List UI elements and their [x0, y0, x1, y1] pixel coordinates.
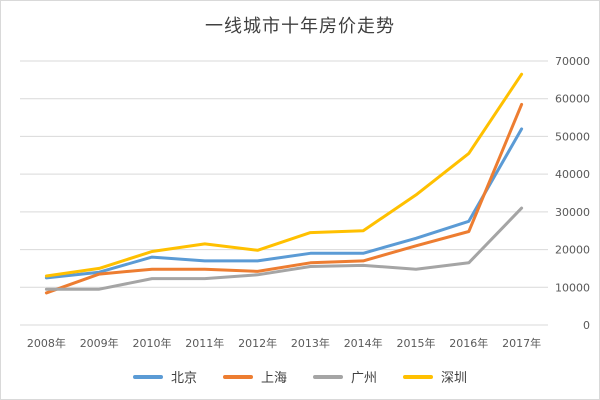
x-tick-label: 2009年 [80, 336, 119, 350]
legend-swatch [313, 374, 343, 379]
x-tick-label: 2015年 [397, 336, 436, 350]
legend-swatch [403, 374, 434, 379]
y-tick-label: 30000 [555, 206, 590, 219]
legend-label: 上海 [260, 371, 287, 386]
legend-item: 广州 [313, 367, 377, 386]
series-line-0 [44, 127, 524, 280]
chart-legend: 北京 上海 广州 深圳 [0, 367, 600, 386]
legend-item: 上海 [222, 367, 287, 386]
x-tick-label: 2017年 [502, 336, 541, 350]
legend-label: 北京 [170, 371, 197, 386]
x-tick-label: 2008年 [27, 336, 66, 350]
y-tick-label: 60000 [555, 93, 590, 106]
series-line-1 [44, 102, 524, 295]
y-tick-label: 50000 [555, 130, 590, 143]
x-tick-label: 2012年 [238, 336, 277, 350]
legend-swatch [132, 374, 163, 379]
legend-label: 广州 [351, 371, 378, 386]
y-tick-label: 10000 [555, 281, 590, 294]
series-line-3 [44, 72, 524, 278]
x-tick-label: 2013年 [291, 336, 330, 350]
legend-label: 深圳 [441, 371, 468, 386]
chart-title: 一线城市十年房价走势 [205, 16, 395, 37]
legend-item: 北京 [132, 367, 197, 386]
x-tick-label: 2011年 [185, 336, 224, 350]
x-tick-label: 2014年 [344, 336, 383, 350]
legend-item: 深圳 [403, 367, 467, 386]
x-tick-label: 2016年 [449, 336, 488, 350]
y-tick-label: 70000 [555, 55, 590, 68]
y-tick-label: 20000 [555, 244, 590, 257]
y-tick-label: 0 [583, 319, 590, 332]
x-tick-label: 2010年 [133, 336, 172, 350]
y-tick-label: 40000 [555, 168, 590, 181]
legend-swatch [222, 374, 253, 379]
series-line-2 [44, 206, 524, 291]
